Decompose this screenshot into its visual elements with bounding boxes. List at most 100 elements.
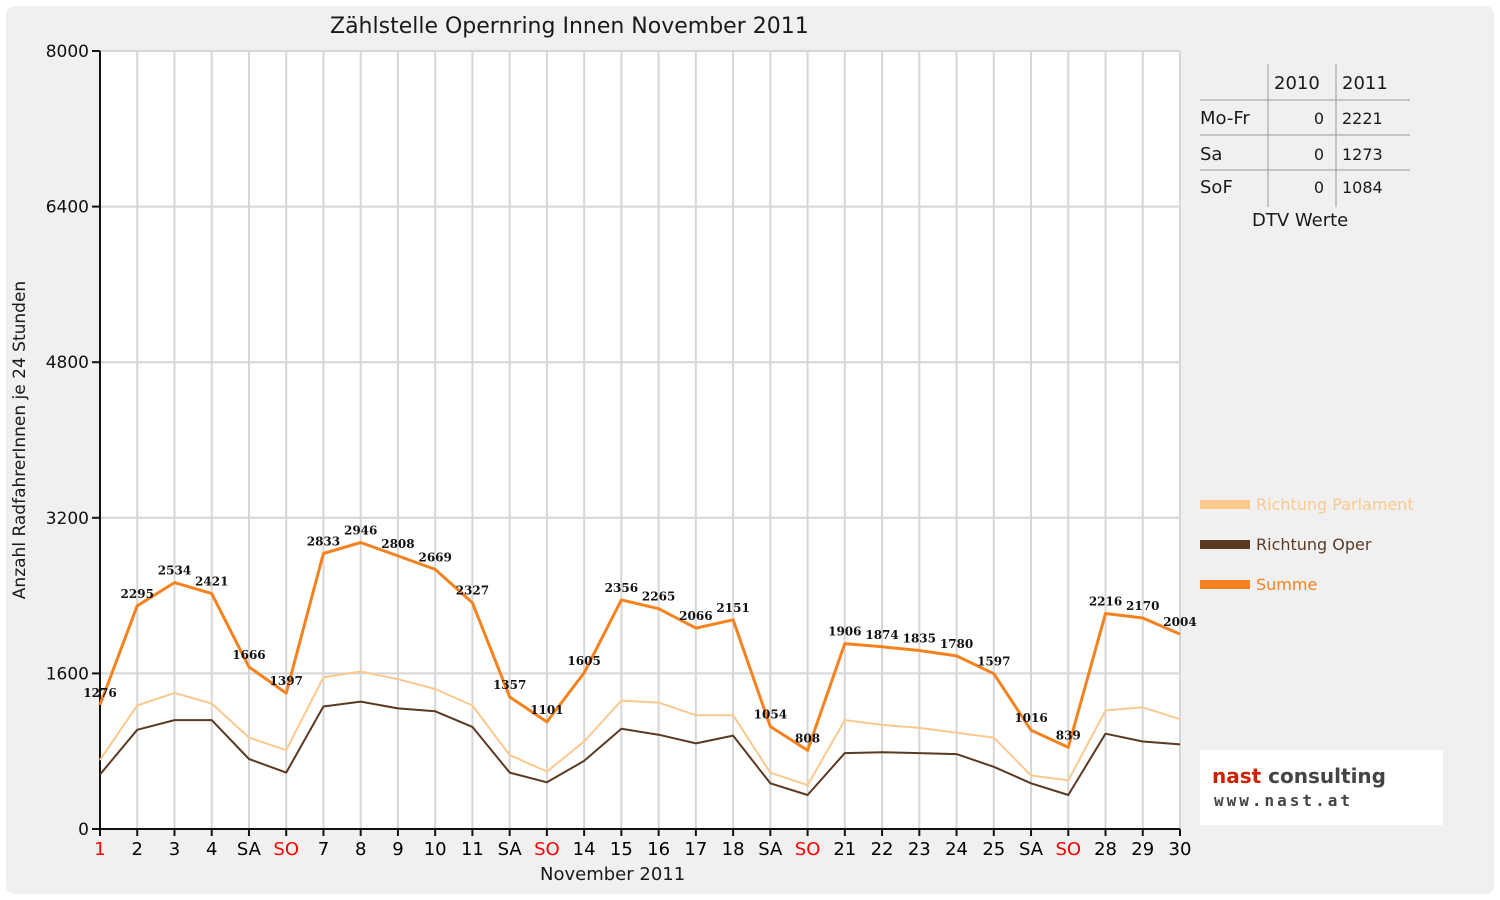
x-tick-label: 16: [647, 839, 670, 860]
data-label: 1835: [903, 632, 936, 646]
legend-label-richtung-parlament: Richtung Parlament: [1256, 494, 1414, 514]
series-lines: [98, 541, 1181, 796]
data-label: 808: [795, 731, 820, 745]
data-label: 2327: [456, 584, 489, 598]
legend-item-richtung-parlament: Richtung Parlament: [1200, 493, 1414, 515]
legend-label-summe: Summe: [1256, 574, 1318, 594]
x-tick-label: 24: [945, 839, 968, 860]
logo-name-part2: consulting: [1268, 764, 1386, 788]
x-tick-label: 3: [169, 839, 180, 860]
y-tick-label: 0: [78, 820, 89, 840]
data-label: 1054: [754, 707, 787, 721]
data-label: 2295: [121, 587, 154, 601]
data-label: 2534: [158, 564, 191, 578]
data-label: 1357: [493, 678, 526, 692]
x-tick-label: SA: [1019, 839, 1044, 860]
dtv-row-label-sof: SoF: [1200, 177, 1233, 198]
x-tick-label: 17: [684, 839, 707, 860]
x-tick-label: 11: [461, 839, 484, 860]
x-tick-label: 22: [871, 839, 894, 860]
data-label: 2066: [679, 609, 712, 623]
x-tick-label: SA: [498, 839, 523, 860]
data-label: 1101: [530, 703, 563, 717]
data-label: 1276: [83, 686, 116, 700]
dtv-cell-mofr-2010: 0: [1314, 109, 1324, 128]
dtv-caption: DTV Werte: [1252, 210, 1349, 231]
data-label: 2004: [1163, 615, 1196, 629]
data-label: 2265: [642, 590, 675, 604]
dtv-row-label-sa: Sa: [1200, 144, 1222, 165]
data-label: 2669: [418, 550, 451, 564]
x-tick-label: 25: [982, 839, 1005, 860]
x-tick-label: 4: [206, 839, 217, 860]
legend-item-summe: Summe: [1200, 573, 1317, 595]
x-tick-label: SO: [534, 839, 560, 860]
data-label: 2170: [1126, 599, 1159, 613]
data-label: 2421: [195, 575, 228, 589]
data-label: 1666: [232, 648, 265, 662]
data-label: 2216: [1089, 594, 1122, 608]
data-label: 2808: [381, 537, 414, 551]
series-line-summe: [98, 541, 1181, 752]
y-tick-label: 4800: [46, 353, 89, 373]
dtv-col-header-2010: 2010: [1274, 73, 1320, 94]
x-tick-label: 30: [1169, 839, 1192, 860]
data-label: 2356: [605, 581, 638, 595]
legend-swatch-richtung-oper: [1200, 539, 1250, 549]
chart-title: Zählstelle Opernring Innen November 2011: [330, 14, 809, 39]
data-label: 839: [1056, 728, 1081, 742]
dtv-cell-sof-2010: 0: [1314, 178, 1324, 197]
x-tick-label: 18: [722, 839, 745, 860]
y-tick-label: 8000: [46, 42, 89, 62]
y-tick-label: 3200: [46, 509, 89, 529]
data-label: 1874: [865, 628, 898, 642]
legend-swatch-richtung-parlament: [1200, 499, 1250, 509]
data-label: 1397: [270, 674, 303, 688]
x-tick-label: 1: [94, 839, 105, 860]
x-tick-label: 14: [573, 839, 596, 860]
data-label: 1597: [977, 655, 1010, 669]
data-label: 1016: [1014, 711, 1047, 725]
data-label: 2833: [307, 534, 340, 548]
x-tick-label: SO: [795, 839, 821, 860]
x-tick-label: SO: [273, 839, 299, 860]
y-tick-labels: 0 1600 3200 4800 6400 8000: [46, 42, 89, 840]
logo-name-part1: nast: [1212, 764, 1262, 788]
legend-item-richtung-oper: Richtung Oper: [1200, 533, 1371, 555]
x-tick-label: 9: [392, 839, 403, 860]
y-axis-label: Anzahl RadfahrerInnen je 24 Stunden: [10, 280, 30, 600]
y-tick-label: 1600: [46, 664, 89, 684]
series-line-richtung-oper: [99, 700, 1181, 796]
data-label: 2946: [344, 524, 377, 538]
x-tick-label: 8: [355, 839, 366, 860]
dtv-row-label-mofr: Mo-Fr: [1200, 108, 1250, 129]
data-label: 1906: [828, 625, 861, 639]
x-tick-label: 29: [1131, 839, 1154, 860]
x-tick-label: SA: [237, 839, 262, 860]
dtv-cell-sa-2010: 0: [1314, 145, 1324, 164]
dtv-cell-mofr-2011: 2221: [1342, 109, 1383, 128]
x-tick-label: 28: [1094, 839, 1117, 860]
x-tick-labels: 1 2 3 4 SA SO 7 8 9 10 11 SA SO 14 15 16 17 18 SA SO 21 22 23 2…: [94, 839, 1191, 860]
plot-area: [100, 51, 1180, 829]
x-tick-label: 23: [908, 839, 931, 860]
company-logo: nast consulting www.nast.at: [1200, 750, 1443, 825]
horizontal-gridlines: [100, 50, 1180, 675]
axes: [92, 50, 1181, 836]
dtv-cell-sa-2011: 1273: [1342, 145, 1383, 164]
dtv-col-header-2011: 2011: [1342, 73, 1388, 94]
legend-label-richtung-oper: Richtung Oper: [1256, 534, 1372, 554]
data-label: 1780: [940, 637, 973, 651]
logo-website: www.nast.at: [1214, 791, 1353, 810]
series-line-richtung-parlament: [99, 670, 1181, 787]
x-axis-label: November 2011: [540, 864, 686, 885]
vertical-gridlines: [136, 51, 1181, 829]
x-tick-label: SO: [1055, 839, 1081, 860]
data-labels: 1276 2295 2534 2421 1666 1397 2833 2946 2808 2669…: [83, 524, 1196, 746]
logo-name: nast consulting: [1212, 764, 1386, 788]
x-tick-label: 7: [318, 839, 329, 860]
legend-swatch-summe: [1200, 579, 1250, 589]
y-tick-label: 6400: [46, 198, 89, 218]
data-label: 2151: [716, 601, 749, 615]
